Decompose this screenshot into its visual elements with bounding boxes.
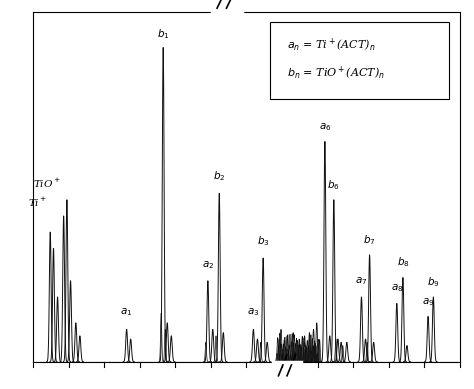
Text: Ti$^+$: Ti$^+$ <box>28 196 47 209</box>
Text: $a_1$: $a_1$ <box>120 306 133 318</box>
Text: $a_3$: $a_3$ <box>247 306 260 318</box>
Text: $b_2$: $b_2$ <box>213 170 226 184</box>
Text: $a_8$: $a_8$ <box>391 282 403 294</box>
Text: TiO$^+$: TiO$^+$ <box>33 177 60 190</box>
Bar <box>270 22 449 99</box>
Text: $a_6$: $a_6$ <box>319 121 331 133</box>
Text: $b_6$: $b_6$ <box>328 178 340 192</box>
Text: $b_8$: $b_8$ <box>397 256 409 270</box>
Text: $b_7$: $b_7$ <box>363 233 376 247</box>
Text: $a_7$: $a_7$ <box>356 275 368 287</box>
Text: $b_3$: $b_3$ <box>257 235 269 248</box>
Text: $a_9$: $a_9$ <box>422 296 434 308</box>
Text: $b_n$ = TiO$^+$(ACT)$_n$: $b_n$ = TiO$^+$(ACT)$_n$ <box>287 64 385 81</box>
Text: $b_9$: $b_9$ <box>427 275 440 289</box>
Text: $a_2$: $a_2$ <box>202 259 214 271</box>
Text: $a_n$ = Ti$^+$(ACT)$_n$: $a_n$ = Ti$^+$(ACT)$_n$ <box>287 36 375 53</box>
Text: $b_1$: $b_1$ <box>157 27 170 41</box>
